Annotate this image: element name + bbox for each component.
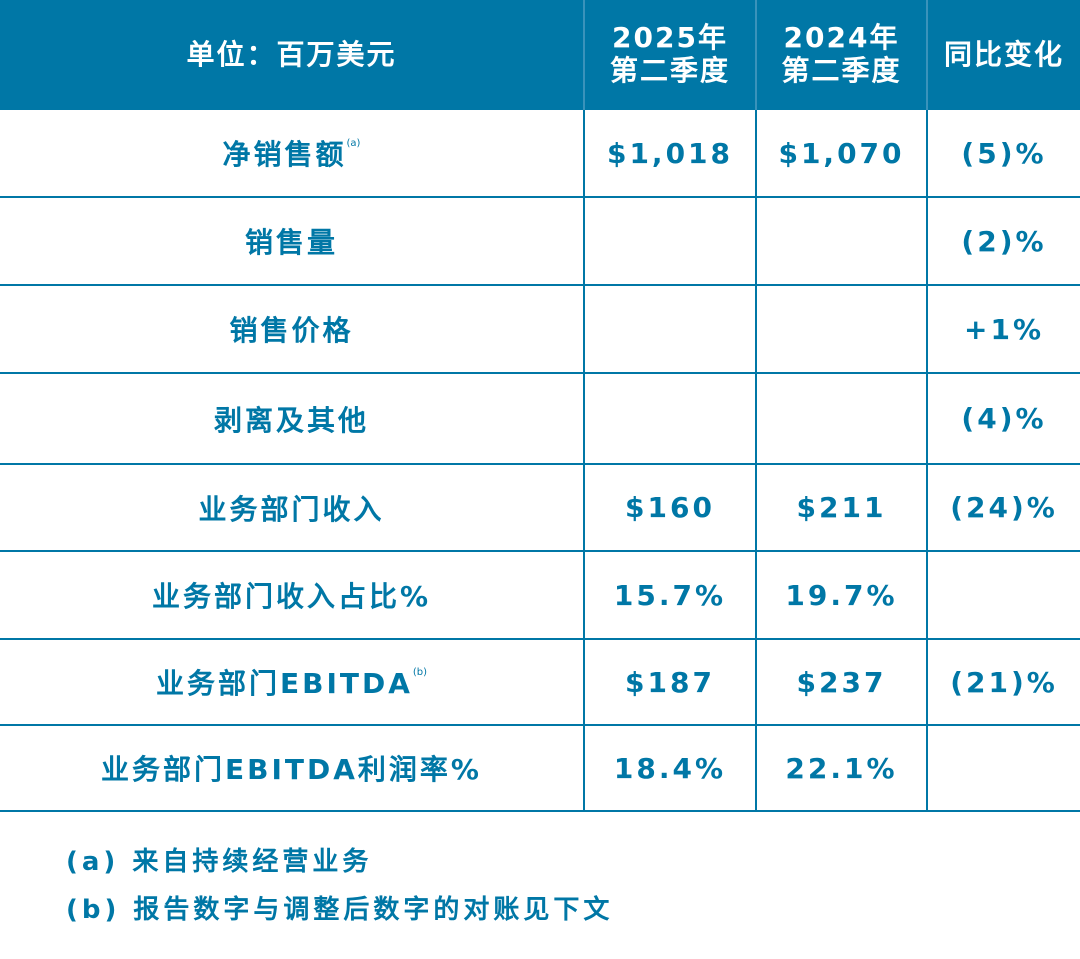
value-2025 <box>583 196 757 286</box>
row-label: 业务部门EBITDA(b) <box>0 638 585 726</box>
header-yoy-change: 同比变化 <box>926 0 1080 109</box>
value-2025: $187 <box>583 638 757 726</box>
value-2024: 22.1% <box>755 724 928 812</box>
footnote-ref: (a) <box>346 138 361 149</box>
yoy-change: (21)% <box>926 638 1080 726</box>
value-2025: 18.4% <box>583 724 757 812</box>
yoy-change: (24)% <box>926 463 1080 552</box>
yoy-change: (4)% <box>926 372 1080 465</box>
footnote-b: (b) 报告数字与调整后数字的对账见下文 <box>66 895 614 925</box>
header-row: 单位：百万美元 2025年 第二季度 2024年 第二季度 同比变化 <box>0 0 1080 109</box>
value-2024: $1,070 <box>755 108 928 198</box>
value-2024 <box>755 284 928 374</box>
yoy-change: +1% <box>926 284 1080 374</box>
row-label: 业务部门收入占比% <box>0 550 585 640</box>
row-label: 销售量 <box>0 196 585 286</box>
value-2024 <box>755 196 928 286</box>
table-row: 业务部门EBITDA利润率% 18.4% 22.1% <box>0 724 1080 812</box>
table-row: 销售价格 +1% <box>0 284 1080 374</box>
value-2025: 15.7% <box>583 550 757 640</box>
table-row: 剥离及其他 (4)% <box>0 372 1080 465</box>
yoy-change <box>926 724 1080 812</box>
value-2024: 19.7% <box>755 550 928 640</box>
value-2024: $211 <box>755 463 928 552</box>
header-2025: 2025年 第二季度 <box>583 0 756 109</box>
value-2024 <box>755 372 928 465</box>
yoy-change <box>926 550 1080 640</box>
value-2025 <box>583 284 757 374</box>
financial-table: 单位：百万美元 2025年 第二季度 2024年 第二季度 同比变化 净销售额(a)… <box>0 0 1080 812</box>
table-row: 净销售额(a) $1,018 $1,070 (5)% <box>0 108 1080 198</box>
yoy-change: (5)% <box>926 108 1080 198</box>
table-row: 业务部门EBITDA(b) $187 $237 (21)% <box>0 638 1080 726</box>
footnotes: (a) 来自持续经营业务 (b) 报告数字与调整后数字的对账见下文 <box>66 838 613 934</box>
row-label: 销售价格 <box>0 284 585 374</box>
row-label: 业务部门收入 <box>0 463 585 552</box>
value-2024: $237 <box>755 638 928 726</box>
yoy-change: (2)% <box>926 196 1080 286</box>
row-label: 净销售额(a) <box>0 108 585 198</box>
value-2025 <box>583 372 757 465</box>
footnote-a: (a) 来自持续经营业务 <box>66 847 373 877</box>
header-2024: 2024年 第二季度 <box>755 0 927 109</box>
footnote-ref: (b) <box>412 667 428 678</box>
table-row: 业务部门收入 $160 $211 (24)% <box>0 463 1080 552</box>
table-row: 业务部门收入占比% 15.7% 19.7% <box>0 550 1080 640</box>
value-2025: $160 <box>583 463 757 552</box>
row-label: 剥离及其他 <box>0 372 585 465</box>
table-row: 销售量 (2)% <box>0 196 1080 286</box>
row-label: 业务部门EBITDA利润率% <box>0 724 585 812</box>
header-unit: 单位：百万美元 <box>0 0 584 109</box>
value-2025: $1,018 <box>583 108 757 198</box>
